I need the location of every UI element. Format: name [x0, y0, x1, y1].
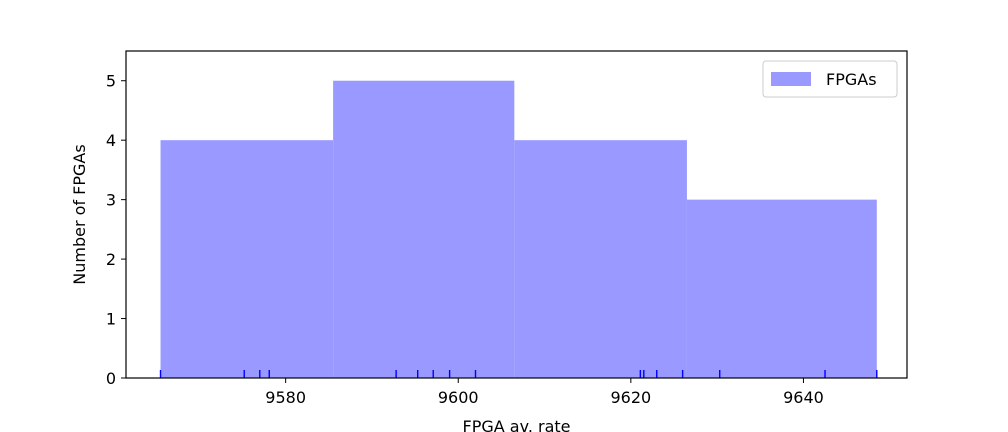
- x-axis-label: FPGA av. rate: [463, 417, 571, 432]
- x-tick-label: 9640: [783, 388, 824, 407]
- y-axis-ticks: 0 1 2 3 4 5: [106, 72, 126, 388]
- y-tick-label: 0: [106, 369, 116, 388]
- y-tick-label: 4: [106, 131, 116, 150]
- rug-layer: [159, 370, 878, 378]
- y-tick-label: 3: [106, 191, 116, 210]
- legend-swatch: [771, 72, 811, 86]
- legend-label-fpgas: FPGAs: [826, 70, 877, 89]
- bar-2: [514, 140, 687, 378]
- plot-frame: [125, 50, 908, 379]
- bar-3: [686, 199, 877, 378]
- legend-box: [762, 60, 898, 98]
- x-tick-label: 9600: [438, 388, 479, 407]
- bar-1: [333, 80, 515, 379]
- bar-0: [160, 140, 334, 378]
- x-tick-label: 9620: [610, 388, 651, 407]
- legend: FPGAs: [762, 60, 898, 98]
- bars-layer: [160, 80, 877, 379]
- y-tick-label: 1: [106, 310, 116, 329]
- y-tick-label: 5: [106, 72, 116, 91]
- y-axis-label: Number of FPGAs: [70, 144, 89, 284]
- x-axis-ticks: 9580 9600 9620 9640: [265, 378, 824, 407]
- x-tick-label: 9580: [265, 388, 306, 407]
- y-tick-label: 2: [106, 250, 116, 269]
